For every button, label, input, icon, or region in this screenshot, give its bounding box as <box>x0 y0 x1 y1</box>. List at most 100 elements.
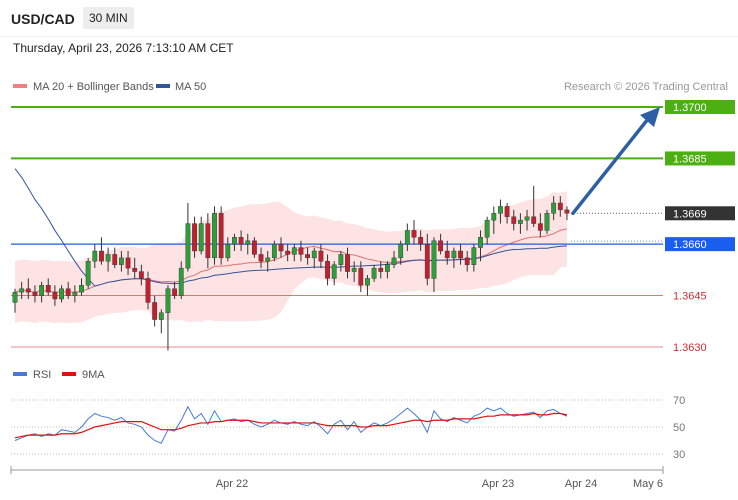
price-levels <box>11 106 663 348</box>
candle-body <box>132 267 138 272</box>
forecast-arrow <box>571 107 660 216</box>
forecast-arrow-shaft <box>571 117 650 216</box>
rsi-legend-swatch <box>13 372 27 376</box>
candle-body <box>358 267 364 286</box>
candle-body <box>245 240 251 245</box>
candle-body <box>192 223 197 252</box>
candle-body <box>398 243 404 259</box>
candle-body <box>185 223 191 269</box>
chart-date: Thursday, April 23, 2026 7:13:10 AM CET <box>13 41 234 55</box>
candle-body <box>518 219 523 224</box>
candle-body <box>471 247 477 265</box>
resistance-tag-0 <box>665 100 735 114</box>
ma50-legend-label: MA 50 <box>175 81 206 93</box>
candle-body <box>484 219 490 238</box>
candle-body <box>318 250 324 262</box>
x-label-apr22: Apr 22 <box>216 478 248 490</box>
candle-body <box>504 206 510 217</box>
pivot-tag-text: 1.3660 <box>673 239 707 251</box>
candle-body <box>378 267 384 272</box>
candle-body <box>325 261 330 279</box>
ma50-legend-swatch <box>156 84 170 88</box>
candle-body <box>32 291 38 296</box>
timeframe-button[interactable]: 30 MIN <box>83 7 134 29</box>
rsi-ma-line <box>14 412 568 439</box>
candle-body <box>311 250 317 259</box>
candle-body <box>79 285 84 293</box>
candle-body <box>524 216 530 221</box>
candle-body <box>178 267 184 296</box>
bollinger-band-area <box>15 191 567 323</box>
candle-body <box>45 285 51 293</box>
candle-body <box>39 285 45 296</box>
candle-body <box>212 213 217 259</box>
candle-body <box>551 202 557 214</box>
candle-body <box>72 291 78 296</box>
credit-text: Research © 2026 Trading Central <box>564 81 728 93</box>
candle-body <box>418 237 424 245</box>
candle-body <box>298 247 304 255</box>
rsi-ma-legend-swatch <box>62 372 76 376</box>
candle-body <box>351 267 357 272</box>
candle-body <box>265 257 271 262</box>
candle-body <box>225 243 231 259</box>
candle-body <box>118 257 124 265</box>
rsi-axis-30: 30 <box>673 449 685 461</box>
bollinger-band <box>15 191 567 323</box>
candle-body <box>138 271 144 279</box>
candle-body <box>218 213 224 259</box>
candle-body <box>271 243 277 259</box>
candle-body <box>25 288 31 293</box>
pivot-tag <box>665 237 735 252</box>
candle-body <box>85 261 91 286</box>
candle-body <box>12 291 18 303</box>
rsi-lines <box>14 405 568 444</box>
candle-body <box>557 202 563 211</box>
candle-body <box>511 216 517 224</box>
candle-body <box>345 254 350 272</box>
candle-body <box>198 223 204 252</box>
candle-body <box>65 288 71 296</box>
support-label-4: 1.3645 <box>673 291 707 303</box>
candle-body <box>232 237 237 245</box>
candle-body <box>431 240 437 279</box>
ma20-legend-label: MA 20 + Bollinger Bands <box>33 81 154 93</box>
candle-body <box>531 216 537 224</box>
candle-body <box>478 237 483 248</box>
rsi-legend-label: RSI <box>33 369 51 381</box>
candle-body <box>125 257 131 269</box>
rsi-line <box>14 405 568 444</box>
forecast-arrow-head <box>640 107 660 127</box>
candle-body <box>458 250 463 259</box>
candle-body <box>285 250 291 255</box>
candle-body <box>404 230 410 245</box>
level-tag-last <box>665 206 735 221</box>
x-label-may6: May 6 <box>633 478 663 490</box>
chart-header: USD/CAD 30 MIN <box>0 0 738 37</box>
candle-body <box>205 223 211 259</box>
candle-body <box>371 267 377 279</box>
candle-body <box>112 254 118 265</box>
candle-body <box>59 288 64 300</box>
pair-title: USD/CAD <box>11 11 75 27</box>
resistance-tag-text-0: 1.3700 <box>673 102 707 114</box>
candle-body <box>424 243 430 279</box>
candle-body <box>438 240 443 252</box>
candle-body <box>444 250 450 259</box>
candle-body <box>491 213 497 221</box>
candle-body <box>258 254 264 262</box>
candle-body <box>238 237 244 245</box>
candle-body <box>305 254 310 259</box>
candle-body <box>158 312 164 320</box>
candle-body <box>498 206 503 214</box>
candle-body <box>564 209 570 214</box>
rsi-axis-50: 50 <box>673 422 685 434</box>
candle-body <box>291 247 297 255</box>
candle-body <box>152 302 158 320</box>
candle-body <box>365 278 370 286</box>
candle-body <box>391 257 397 265</box>
candle-body <box>92 250 98 262</box>
candle-body <box>411 230 417 238</box>
rsi-axis-70: 70 <box>673 395 685 407</box>
